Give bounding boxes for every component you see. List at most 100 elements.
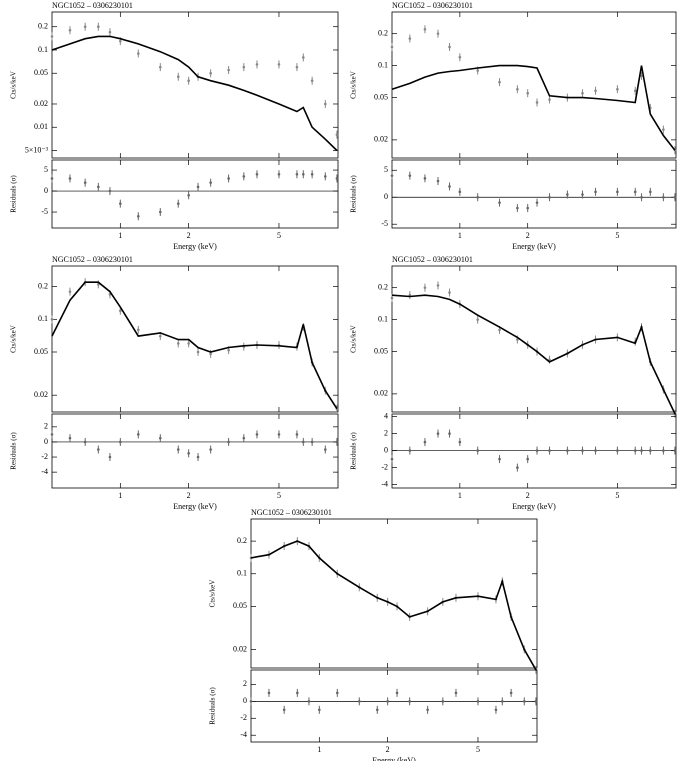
data-point xyxy=(516,338,519,341)
y-tick-label: 0 xyxy=(384,192,388,201)
data-point xyxy=(476,195,479,199)
data-point xyxy=(209,71,212,75)
y-tick-label: 0.1 xyxy=(237,569,247,578)
data-point xyxy=(302,172,305,176)
y-tick-label: 0.2 xyxy=(378,283,388,292)
y-tick-label: 0.2 xyxy=(378,29,388,38)
data-point xyxy=(534,700,538,703)
x-axis-label: Energy (keV) xyxy=(173,502,217,511)
data-point xyxy=(426,708,429,712)
plot-frame xyxy=(391,413,677,489)
y-axis-label: Residuals (σ) xyxy=(209,687,217,725)
plot-frame xyxy=(51,159,339,229)
y-tick-label: 0.05 xyxy=(374,346,388,355)
y-tick-label: 0.1 xyxy=(378,60,388,69)
x-axis-label: Energy (keV) xyxy=(512,502,556,511)
y-tick-label: 0.02 xyxy=(374,389,388,398)
model-line xyxy=(51,281,338,410)
plot-frame xyxy=(51,11,339,159)
y-tick-label: -4 xyxy=(41,467,48,476)
panel-title: NGC1052 – 0306230101 xyxy=(52,255,133,264)
data-point xyxy=(310,79,314,83)
data-point xyxy=(187,342,190,345)
y-tick-label: 0.1 xyxy=(38,45,48,54)
data-point xyxy=(498,80,501,84)
data-point xyxy=(633,89,637,93)
data-point xyxy=(158,334,162,338)
x-tick-label: 2 xyxy=(526,231,530,240)
data-point xyxy=(108,455,112,459)
y-axis-label: Cts/s/keV xyxy=(209,580,217,608)
data-point xyxy=(548,195,551,199)
data-point xyxy=(476,449,479,452)
data-point xyxy=(335,177,339,180)
y-tick-label: 0 xyxy=(44,186,48,195)
y-tick-label: 0.05 xyxy=(34,68,48,77)
data-point xyxy=(227,348,230,352)
plot-frame xyxy=(391,11,677,159)
data-point xyxy=(390,457,394,461)
y-tick-label: 0.02 xyxy=(34,390,48,399)
data-point xyxy=(436,432,440,435)
data-point xyxy=(108,189,112,193)
data-point xyxy=(357,700,361,703)
data-point xyxy=(335,133,339,137)
data-point xyxy=(448,291,451,294)
y-tick-label: -5 xyxy=(41,207,48,216)
data-point xyxy=(408,37,412,40)
data-point xyxy=(249,700,253,703)
data-point xyxy=(242,175,246,178)
x-axis-label: Energy (keV) xyxy=(512,242,556,251)
data-point xyxy=(535,449,539,452)
data-point xyxy=(310,440,314,444)
data-point xyxy=(196,350,200,354)
data-point xyxy=(277,172,281,176)
data-point xyxy=(119,309,122,313)
x-axis-label: Energy (keV) xyxy=(372,756,416,761)
data-point xyxy=(640,195,643,199)
data-point xyxy=(158,436,162,440)
data-point xyxy=(136,214,140,218)
x-tick-label: 5 xyxy=(277,231,281,240)
plot-frame xyxy=(391,265,677,413)
data-point xyxy=(616,190,619,194)
x-tick-label: 5 xyxy=(615,491,619,500)
y-axis-label: Residuals (σ) xyxy=(350,175,358,213)
data-point xyxy=(436,32,440,35)
x-tick-label: 1 xyxy=(118,491,122,500)
data-point xyxy=(436,179,440,183)
data-point xyxy=(594,89,597,93)
data-point xyxy=(50,433,54,436)
data-point xyxy=(187,79,190,83)
data-point xyxy=(187,451,190,455)
y-tick-label: 5 xyxy=(384,165,388,174)
data-point xyxy=(498,328,501,332)
y-tick-label: 0 xyxy=(243,696,247,705)
x-tick-label: 5 xyxy=(277,491,281,500)
data-point xyxy=(640,449,643,452)
model-line xyxy=(250,540,537,671)
y-tick-label: 2 xyxy=(243,679,247,688)
plot-frame xyxy=(391,159,677,229)
data-point xyxy=(176,448,180,451)
data-point xyxy=(277,63,281,66)
data-point xyxy=(548,449,551,452)
y-tick-label: 0.05 xyxy=(233,601,247,610)
y-axis-label: Residuals (σ) xyxy=(350,432,358,470)
data-point xyxy=(501,700,504,703)
data-point xyxy=(581,449,584,452)
data-point xyxy=(227,440,230,444)
data-point xyxy=(119,202,122,205)
data-point xyxy=(395,691,399,695)
y-tick-label: 0.2 xyxy=(38,22,48,31)
x-tick-label: 1 xyxy=(317,745,321,754)
data-point xyxy=(136,52,140,55)
data-point xyxy=(448,185,451,188)
data-point xyxy=(454,691,458,695)
data-point xyxy=(390,296,394,300)
model-line xyxy=(51,35,338,152)
data-point xyxy=(68,436,72,440)
y-tick-label: 0.2 xyxy=(38,281,48,290)
data-point xyxy=(649,449,652,452)
data-point xyxy=(594,449,597,452)
